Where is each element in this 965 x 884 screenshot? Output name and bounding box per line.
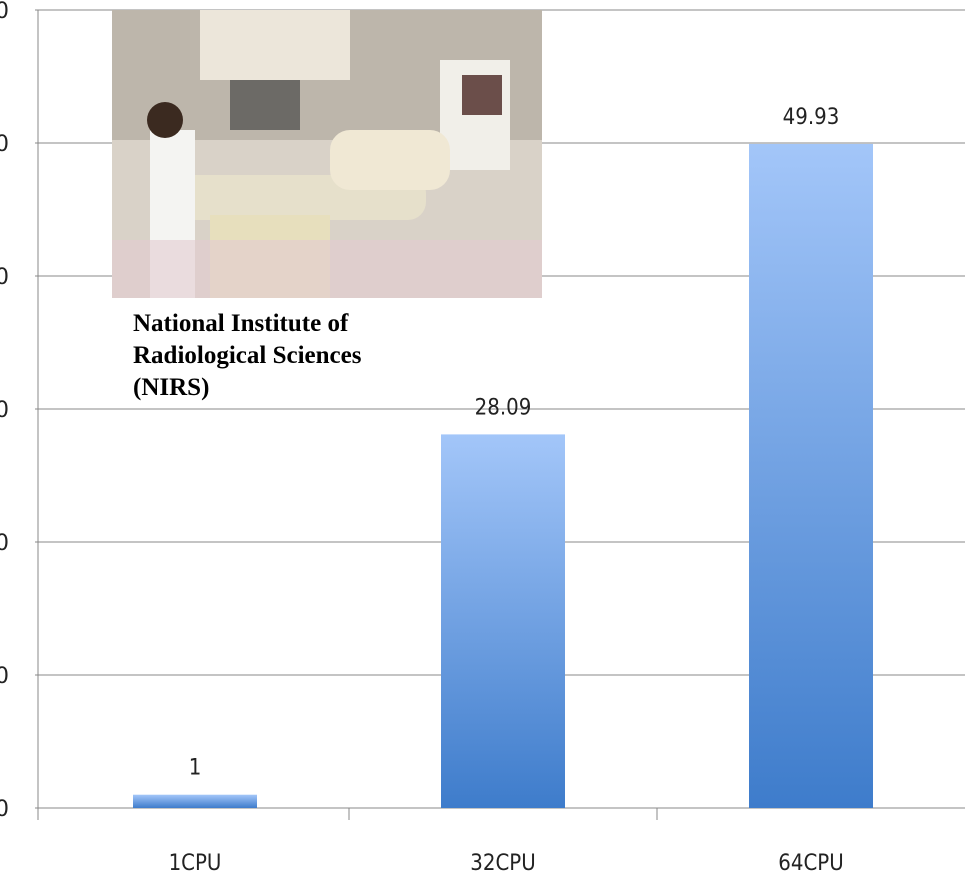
value-label: 28.09 bbox=[475, 395, 532, 420]
y-tick-label: 60 bbox=[0, 0, 9, 24]
y-tick-label: 40 bbox=[0, 265, 9, 290]
bar bbox=[133, 794, 257, 808]
photo bbox=[112, 10, 542, 298]
y-tick-label: 0 bbox=[0, 797, 9, 822]
bar bbox=[749, 143, 873, 808]
y-tick-label: 20 bbox=[0, 531, 9, 556]
annotation: Radiological Sciences bbox=[133, 342, 362, 369]
annotation: National Institute of bbox=[133, 310, 349, 337]
y-tick-label: 50 bbox=[0, 132, 9, 157]
x-tick-label: 64CPU bbox=[778, 851, 843, 876]
value-label: 49.93 bbox=[783, 105, 840, 130]
bar bbox=[441, 434, 565, 808]
y-tick-label: 30 bbox=[0, 398, 9, 423]
annotation: (NIRS) bbox=[133, 374, 209, 401]
x-tick-label: 32CPU bbox=[470, 851, 535, 876]
y-tick-label: 10 bbox=[0, 664, 9, 689]
x-tick-label: 1CPU bbox=[169, 851, 222, 876]
value-label: 1 bbox=[189, 756, 202, 781]
